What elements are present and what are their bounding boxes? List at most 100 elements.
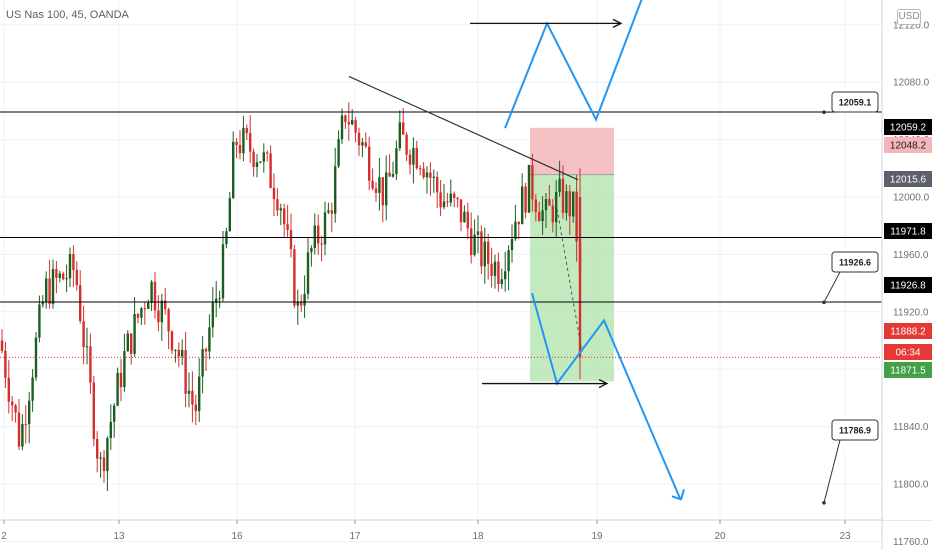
candle-body (548, 199, 551, 206)
candle-body (204, 348, 208, 352)
candle-body (422, 168, 425, 178)
candle-body (296, 301, 299, 306)
candle-body (439, 192, 442, 208)
candle-body (177, 349, 180, 357)
candle-body (466, 211, 469, 229)
candle-body (194, 404, 197, 412)
candle-body (578, 197, 582, 358)
price-tag (884, 362, 932, 378)
candle-body (510, 239, 514, 251)
price-tick-label: 11840.0 (893, 422, 929, 433)
price-tick-label: 12120.0 (893, 20, 930, 31)
candle-body (323, 212, 327, 245)
candle-body (524, 186, 527, 213)
candle-body (133, 314, 136, 354)
price-tag (884, 277, 932, 293)
candle-body (0, 340, 4, 351)
candle-body (402, 122, 405, 135)
candle-body (490, 263, 493, 276)
candle-body (65, 278, 68, 280)
candle-body (371, 180, 374, 189)
candle-body (266, 152, 269, 154)
candle-body (235, 141, 238, 145)
chart-drawings (348, 0, 685, 501)
candle-body (208, 327, 211, 352)
candle-body (361, 142, 364, 146)
horizontal-levels (0, 111, 882, 358)
candle-body (306, 252, 310, 294)
candle-body (354, 120, 357, 133)
candle-body (276, 199, 279, 211)
price-tag-label: 11926.8 (890, 281, 926, 292)
candle-body (242, 128, 245, 154)
candle-body (174, 349, 177, 351)
candle-body (408, 154, 412, 165)
price-tick-label: 11800.0 (893, 480, 929, 491)
candle-body (140, 308, 143, 318)
candle-body (85, 346, 89, 348)
candle-body (279, 208, 282, 211)
candle-body (255, 162, 259, 167)
candle-body (11, 401, 14, 406)
symbol-title: US Nas 100, 45, OANDA (6, 9, 129, 21)
currency-badge[interactable]: USD (897, 9, 921, 25)
candle-body (544, 199, 548, 211)
level-callouts: 12059.1 11926.6 11786.9 (822, 91, 879, 505)
candle-body (561, 178, 565, 213)
price-axis-tags: 12059.2 12048.2 12015.6 11971.8 11926.8 11888… (884, 119, 932, 378)
candle-body (347, 121, 350, 125)
candle-body (198, 376, 201, 412)
candle-body (201, 348, 204, 377)
candle-body (470, 228, 473, 255)
candle-body (89, 346, 92, 383)
callout-box (831, 419, 879, 441)
callout-anchor-dot (822, 110, 826, 114)
candle-body (317, 225, 320, 244)
stop-loss-zone (530, 127, 614, 175)
candle-body (391, 174, 395, 177)
candle-body (320, 243, 323, 245)
candle-body (228, 198, 231, 232)
candle-body (126, 333, 129, 352)
chart-grid (0, 0, 882, 542)
price-tick-label: 11760.0 (893, 537, 929, 548)
candle-body (58, 273, 61, 278)
price-tag-label: 11971.8 (890, 227, 926, 238)
candle-body (551, 205, 554, 223)
price-tag (884, 344, 932, 360)
candle-body (388, 172, 391, 177)
callout-label: 12059.1 (839, 98, 872, 108)
candle-body (130, 333, 133, 354)
candle-body (344, 115, 347, 122)
time-tick-label: 13 (113, 531, 125, 542)
candle-body (82, 321, 85, 348)
candle-body (531, 165, 534, 200)
price-axis-bg (883, 0, 932, 520)
candle-body (337, 139, 340, 167)
candle-body (109, 421, 112, 439)
candle-body (568, 191, 571, 217)
candle-body (232, 141, 235, 199)
candle-body (51, 269, 55, 304)
candle-body (473, 234, 476, 255)
candle-body (368, 146, 371, 181)
candle-body (96, 438, 99, 459)
time-tick-label: 2 (1, 531, 7, 542)
candle-body (555, 192, 558, 223)
candle-body (218, 298, 221, 300)
candle-body (442, 201, 446, 208)
callout-pointer (823, 439, 850, 503)
time-tick-label: 17 (349, 531, 361, 542)
candle-body (160, 300, 163, 323)
callout-anchor-dot (822, 500, 826, 505)
bearish-arrowhead (671, 489, 685, 501)
time-tick-label: 20 (714, 531, 726, 542)
candlestick-series (0, 102, 582, 491)
candle-body (211, 302, 214, 328)
candle-body (476, 231, 480, 235)
candle-body (429, 172, 432, 178)
price-tag-label: 11888.2 (890, 327, 926, 338)
candle-body (157, 310, 160, 323)
candle-body (45, 278, 48, 302)
